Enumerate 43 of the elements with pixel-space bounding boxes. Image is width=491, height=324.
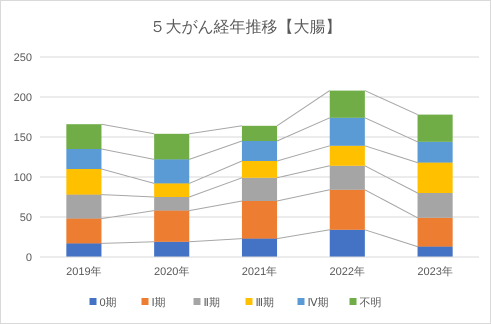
bar	[330, 90, 365, 118]
bar	[242, 238, 278, 257]
bar	[330, 118, 365, 146]
bar	[66, 218, 102, 244]
bar	[154, 159, 190, 184]
bar	[154, 242, 190, 257]
legend-label: Ⅰ期	[152, 296, 166, 309]
chart-title: ５大がん経年推移【大腸】	[150, 18, 342, 36]
x-tick-label: 2019年	[66, 266, 102, 278]
x-tick-label: 2023年	[417, 266, 453, 278]
legend-label: 不明	[360, 296, 382, 309]
x-tick-label: 2020年	[154, 266, 190, 278]
bar	[330, 146, 365, 166]
y-tick-label: 50	[20, 212, 32, 224]
bar	[66, 169, 102, 195]
bar	[418, 218, 453, 247]
y-tick-label: 200	[14, 92, 32, 104]
bar	[418, 142, 453, 163]
bar	[66, 243, 102, 257]
legend-label: Ⅳ期	[308, 296, 329, 309]
bar	[418, 162, 453, 193]
bar	[242, 126, 278, 141]
legend-label: Ⅱ期	[204, 296, 220, 309]
bar	[242, 141, 278, 161]
bar	[154, 210, 190, 242]
legend-label: 0期	[100, 296, 117, 309]
bar	[154, 183, 190, 197]
y-tick-label: 100	[14, 172, 32, 184]
x-tick-label: 2022年	[330, 266, 366, 278]
bar	[154, 134, 190, 160]
bar	[418, 114, 453, 142]
y-tick-label: 0	[26, 252, 32, 264]
x-tick-label: 2021年	[242, 266, 278, 278]
bar	[66, 124, 102, 149]
legend-label: Ⅲ期	[256, 296, 274, 309]
bar	[242, 161, 278, 178]
bar	[418, 246, 453, 257]
y-tick-label: 150	[14, 132, 32, 144]
bar	[330, 190, 365, 230]
bar	[66, 149, 102, 169]
y-tick-label: 250	[14, 52, 32, 64]
bar	[242, 201, 278, 239]
bar	[330, 230, 365, 257]
